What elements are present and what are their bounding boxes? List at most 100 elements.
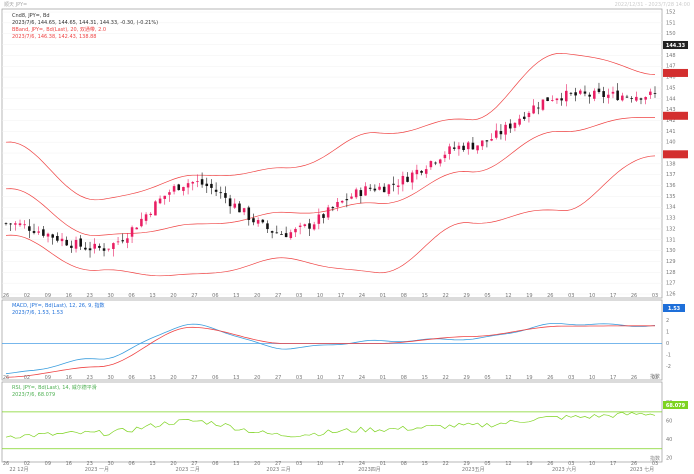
x-tick-label: 13 [149,375,155,381]
candle-body [653,93,657,94]
candle-body [112,243,115,249]
x-tick-label: 03 [296,375,302,381]
candle-body [233,203,237,208]
candle-body [32,231,36,233]
candle-body [490,139,493,141]
price-tag: 144.33 [666,43,686,49]
candle-body [294,228,297,233]
x-tick-label: 13 [233,293,239,299]
x-tick-label: 17 [610,461,616,467]
main-pane[interactable] [1,8,663,299]
rsi-pane[interactable] [1,381,663,463]
candle-body [88,248,92,251]
x-tick-label: 24 [359,293,365,299]
candle-body [144,214,148,221]
candle-body [93,243,96,249]
y-tick-label: 140 [666,140,676,146]
macd-legend-values: 2023/7/6, 1.53, 1.53 [12,310,63,316]
candle-body [579,90,582,94]
x-tick-label: 10 [317,461,323,467]
candle-body [135,227,139,230]
x-tick-label: 05 [484,461,490,467]
candle-body [322,214,325,218]
rsi-tag: 68.079 [666,403,686,409]
candle-body [242,208,246,213]
y-tick-label: 142 [666,118,676,124]
rsi-y-tick-label: 60 [666,419,672,425]
candle-body [130,227,134,237]
x-tick-label: 29 [463,375,469,381]
candle-body [312,224,316,230]
candle-body [448,146,451,155]
bband-upper-tag [663,68,688,77]
candle-body [84,247,87,250]
x-tick-label: 23 [87,375,93,381]
candle-body [238,203,241,213]
macd-y-tick-label: 1 [666,329,669,335]
candle-body [434,162,437,164]
candle-body [635,96,638,101]
candle-body [23,224,26,226]
candle-body [149,213,153,215]
x-tick-label: 12 [505,293,511,299]
x-tick-label: 05 [484,375,490,381]
candle-body [9,223,12,225]
x-tick-label: 19 [526,293,532,299]
candle-body [499,131,503,135]
candle-body [583,91,587,94]
candle-body [485,140,489,142]
candle-body [560,98,563,101]
x-month-label: 2023四月 [358,467,381,473]
candle-body [494,130,498,138]
x-tick-label: 20 [254,293,260,299]
candle-body [28,226,31,231]
x-tick-label: 03 [568,293,574,299]
rsi-legend: RSI, JPY=, Bd(Last), 14, 威尔德平滑 [12,384,97,391]
candle-body [476,145,479,151]
candle-body [396,185,400,187]
x-tick-label: 20 [170,461,176,467]
x-tick-label: 03 [652,375,658,381]
macd-y-tick-label: -1 [666,353,671,359]
y-tick-label: 135 [666,194,676,200]
y-tick-label: 137 [666,172,676,178]
x-tick-label: 26 [547,293,553,299]
candle-body [70,245,73,248]
candle-body [289,232,293,239]
candle-body [565,90,568,102]
x-tick-label: 29 [463,293,469,299]
y-tick-label: 134 [666,205,676,211]
candle-body [420,170,423,173]
bband-middle-tag [663,111,688,120]
rsi-line [5,411,656,439]
x-tick-label: 01 [380,293,386,299]
x-tick-label: 06 [212,293,218,299]
candle-body [569,92,573,94]
candle-body [228,198,232,207]
x-tick-label: 26 [631,375,637,381]
x-tick-label: 30 [107,461,113,467]
rsi-legend-values: 2023/7/6, 68.079 [12,392,55,398]
x-tick-label: 24 [359,375,365,381]
candle-body [424,169,428,174]
x-tick-label: 22 [442,293,448,299]
candle-body [308,223,311,229]
candle-body [607,94,610,98]
y-tick-label: 147 [666,64,676,70]
x-tick-label: 20 [254,461,260,467]
candle-body [639,98,643,100]
candle-body [280,234,283,235]
x-tick-label: 16 [66,461,72,467]
x-tick-label: 19 [526,461,532,467]
candle-body [79,238,82,247]
candle-body [359,190,363,196]
candle-body [382,186,386,193]
candle-body [429,161,433,168]
candle-body [219,192,223,194]
candle-body [378,186,381,190]
macd-pane[interactable] [1,299,663,381]
candle-body [247,207,251,220]
x-tick-label: 24 [359,461,365,467]
candle-body [504,124,507,135]
